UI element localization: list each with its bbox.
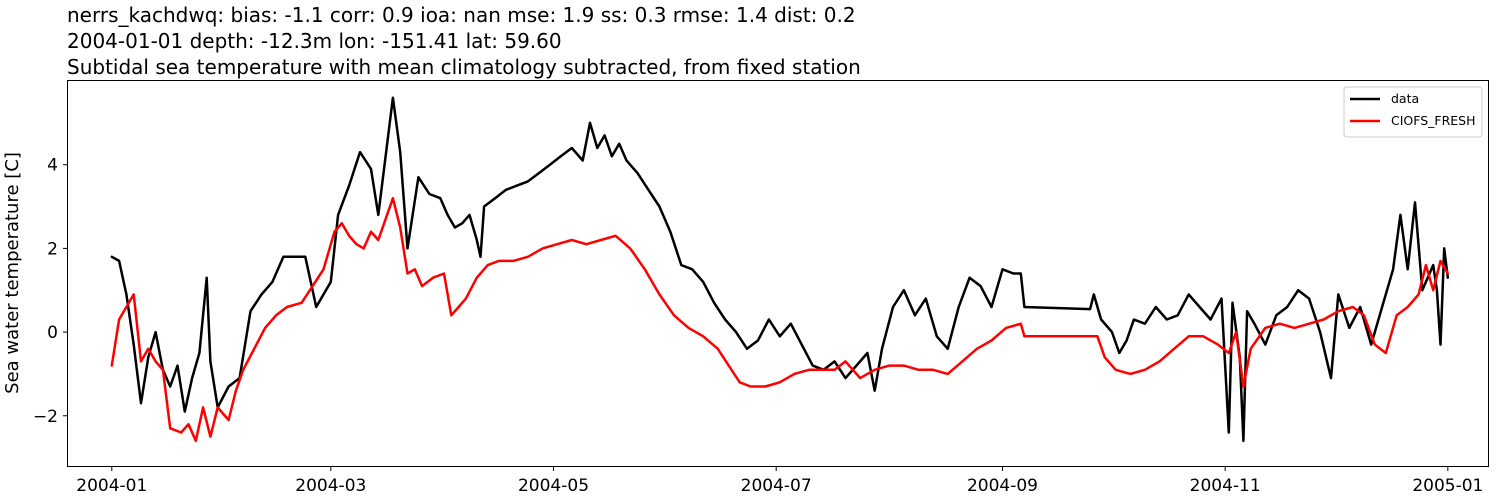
legend: data CIOFS_FRESH	[1343, 86, 1483, 138]
plot-lines	[110, 96, 1450, 443]
y-tick-label: −2	[33, 407, 58, 427]
x-tick-label: 2004-05	[518, 476, 589, 496]
x-tick-label: 2005-01	[1412, 476, 1483, 496]
title-line-station: 2004-01-01 depth: -12.3m lon: -151.41 la…	[67, 29, 562, 53]
title-line-description: Subtidal sea temperature with mean clima…	[67, 55, 861, 79]
x-tick-label: 2004-09	[967, 476, 1038, 496]
y-axis: −2 0 2 4	[33, 156, 68, 427]
x-tick-label: 2004-01	[76, 476, 147, 496]
x-tick-label: 2004-03	[295, 476, 366, 496]
y-tick-label: 0	[47, 323, 58, 343]
title-line-stats: nerrs_kachdwq: bias: -1.1 corr: 0.9 ioa:…	[67, 3, 856, 27]
plot-frame	[67, 80, 1489, 467]
series-line-ciofs-fresh	[110, 196, 1450, 443]
y-tick-label: 4	[47, 156, 58, 176]
series-line-data	[110, 96, 1450, 443]
chart-title: nerrs_kachdwq: bias: -1.1 corr: 0.9 ioa:…	[67, 2, 1487, 80]
x-tick-label: 2004-11	[1190, 476, 1261, 496]
legend-label-data: data	[1391, 91, 1419, 106]
x-tick-label: 2004-07	[741, 476, 812, 496]
y-axis-label: Sea water temperature [C]	[2, 152, 23, 394]
x-axis: 2004-01 2004-03 2004-05 2004-07 2004-09 2004-…	[76, 466, 1483, 496]
legend-label-ciofs: CIOFS_FRESH	[1391, 113, 1476, 128]
y-tick-label: 2	[47, 239, 58, 259]
